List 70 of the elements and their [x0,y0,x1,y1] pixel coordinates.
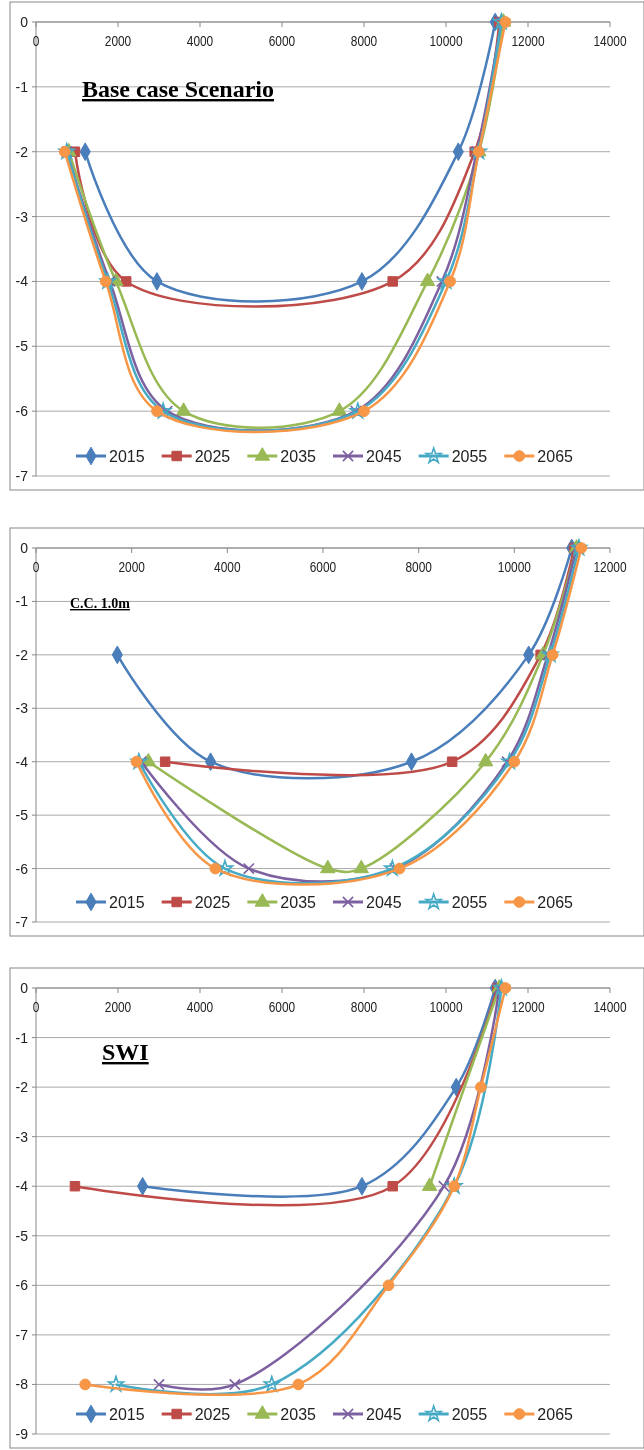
y-tick-label: -7 [15,468,29,484]
y-tick-label: -4 [15,1178,29,1195]
y-tick-label: -6 [15,403,29,420]
x-tick-label: 10000 [429,999,463,1016]
text: C.C. 1.0m [70,596,131,611]
x-tick-label: 2000 [118,559,145,576]
x-tick-label: 6000 [268,999,296,1016]
y-tick-label: -6 [15,860,29,877]
x-tick-label: 4000 [186,33,214,50]
legend-label: 2035 [280,448,317,465]
y-tick-label: -5 [15,807,29,824]
legend-label: 2015 [109,894,145,911]
y-tick-label: 0 [20,980,29,996]
y-tick-label: -8 [15,1376,29,1393]
x-tick-label: 2000 [104,999,132,1016]
y-tick-label: 0 [20,14,29,30]
x-tick-label: 8000 [350,999,378,1016]
x-tick-label: 14000 [593,33,627,50]
legend-label: 2055 [451,894,488,911]
legend-label: 2025 [194,1406,231,1423]
legend-label: 2065 [537,1406,574,1423]
y-tick-label: -2 [15,646,29,663]
text: SWI [102,1039,149,1065]
legend-label: 2045 [366,1406,402,1423]
y-tick-label: -3 [15,700,29,717]
x-tick-label: 12000 [511,999,545,1016]
legend-label: 2025 [194,448,231,465]
y-tick-label: -1 [15,593,29,610]
y-tick-label: -9 [15,1426,29,1442]
legend-label: 2035 [280,894,317,911]
x-tick-label: 8000 [350,33,378,50]
x-tick-label: 0 [32,999,40,1016]
x-tick-label: 10000 [497,559,531,576]
y-tick-label: -6 [15,1277,29,1294]
x-tick-label: 14000 [593,999,627,1016]
legend-label: 2035 [280,1406,317,1423]
x-tick-label: 0 [32,559,40,576]
y-tick-label: 0 [20,540,29,556]
x-tick-label: 12000 [593,559,627,576]
x-tick-label: 4000 [214,559,241,576]
legend-label: 2025 [194,894,231,911]
x-tick-label: 4000 [186,999,214,1016]
legend-label: 2055 [451,1406,488,1423]
y-tick-label: -1 [15,78,29,95]
y-tick-label: -3 [15,208,29,225]
y-tick-label: -2 [15,143,29,160]
text: Base case Scenario [82,76,274,102]
y-tick-label: -5 [15,338,29,355]
y-tick-label: -7 [15,914,29,930]
x-tick-label: 12000 [511,33,545,50]
y-tick-label: -1 [15,1029,29,1046]
x-tick-label: 6000 [268,33,296,50]
y-tick-label: -4 [15,753,29,770]
legend-label: 2055 [451,448,488,465]
legend-label: 2065 [537,894,574,911]
y-tick-label: -7 [15,1326,29,1343]
x-tick-label: 10000 [429,33,463,50]
y-tick-label: -4 [15,273,29,290]
legend-label: 2015 [109,1406,145,1423]
x-tick-label: 2000 [104,33,132,50]
x-tick-label: 6000 [309,559,337,576]
y-tick-label: -2 [15,1079,29,1096]
y-tick-label: -3 [15,1128,29,1145]
x-tick-label: 8000 [405,559,432,576]
y-tick-label: -5 [15,1227,29,1244]
x-tick-label: 0 [32,33,40,50]
legend-label: 2045 [366,894,402,911]
legend-label: 2015 [109,448,145,465]
legend-label: 2065 [537,448,574,465]
legend-label: 2045 [366,448,402,465]
